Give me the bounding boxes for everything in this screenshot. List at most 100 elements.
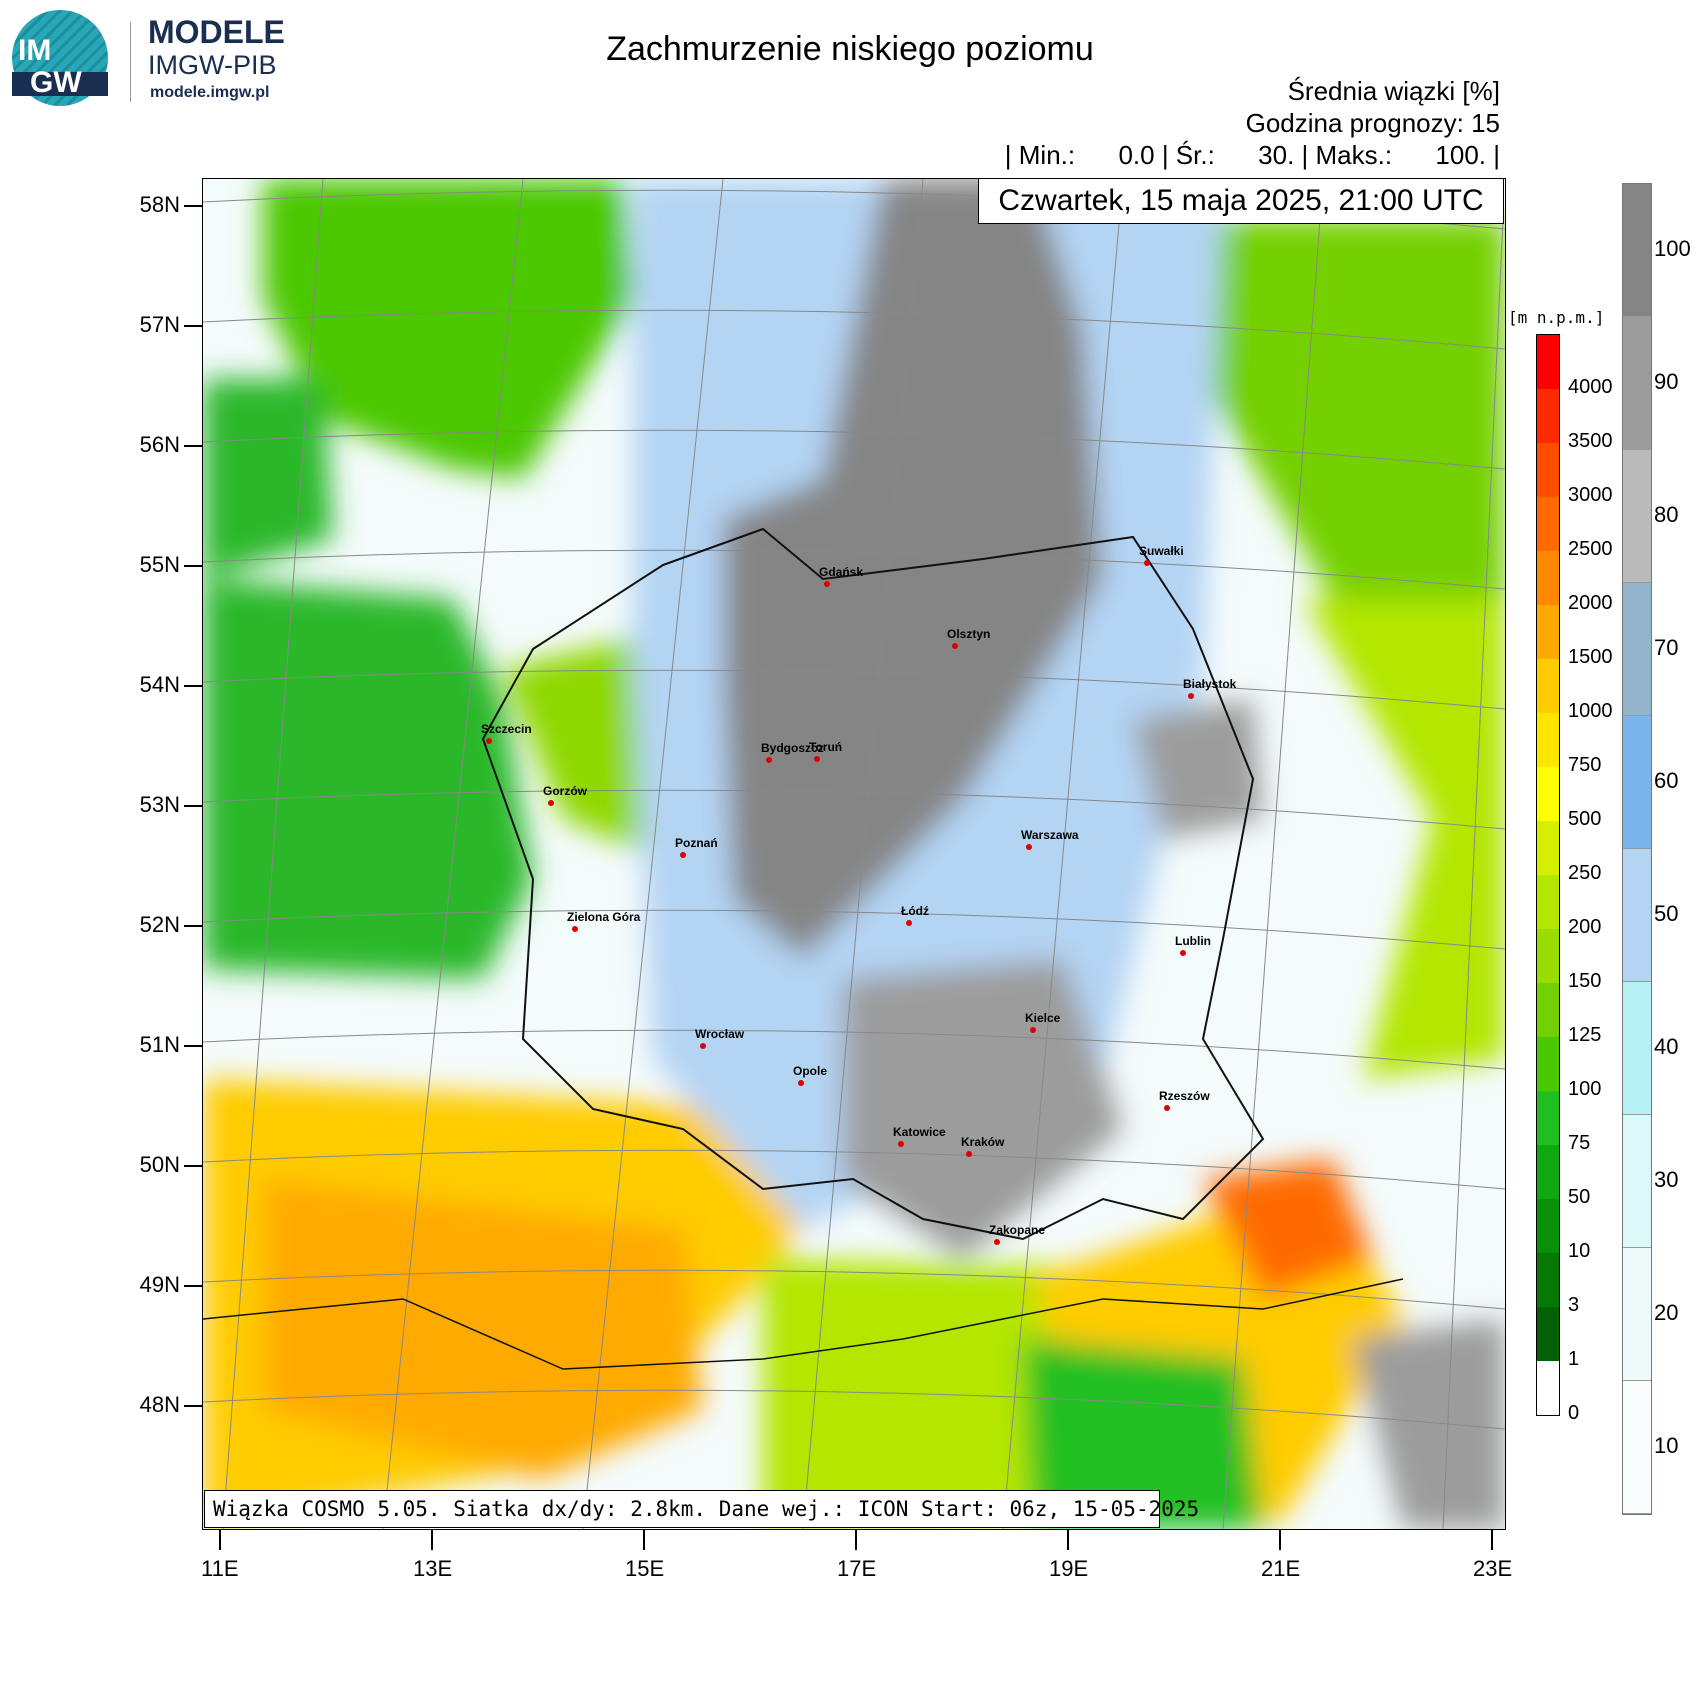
terrain-scale-label: 250 — [1568, 862, 1602, 884]
city-label: Olsztyn — [947, 627, 990, 641]
city-label: Zakopane — [989, 1223, 1045, 1237]
terrain-scale-label: 4000 — [1568, 376, 1613, 398]
cloud-scale-label: 30 — [1654, 1166, 1679, 1192]
terrain-colorbar — [1536, 334, 1560, 1416]
city-label: Poznań — [675, 836, 718, 850]
city-marker — [898, 1141, 904, 1147]
terrain-color-step — [1537, 389, 1559, 443]
forecast-map: Gdańsk Olsztyn Suwałki Białystok Szczecin Byd… — [202, 178, 1506, 1530]
cloud-color-step — [1623, 716, 1651, 849]
city-layer: Gdańsk Olsztyn Suwałki Białystok Szczecin Byd… — [481, 544, 1237, 1245]
city-marker — [766, 757, 772, 763]
city-label: Lublin — [1175, 934, 1211, 948]
terrain-scale-label: 150 — [1568, 970, 1602, 992]
cloud-color-step — [1623, 583, 1651, 716]
city-marker — [680, 852, 686, 858]
map-canvas: Gdańsk Olsztyn Suwałki Białystok Szczecin Byd… — [203, 179, 1505, 1529]
terrain-scale-label: 1500 — [1568, 646, 1613, 668]
terrain-scale-label: 100 — [1568, 1078, 1602, 1100]
latitude-label: 54N — [139, 672, 180, 697]
city-label: Wrocław — [695, 1027, 745, 1041]
brand-url[interactable]: modele.imgw.pl — [150, 84, 270, 101]
city-label: Bydgoszcz — [761, 741, 824, 755]
southern-border — [203, 1278, 1404, 1370]
longitude-tick — [1491, 1530, 1493, 1550]
latitude-tick — [184, 445, 202, 447]
longitude-label: 17E — [837, 1556, 877, 1581]
longitude-label: 13E — [413, 1556, 453, 1581]
latitude-label: 50N — [139, 1152, 180, 1177]
terrain-scale-label: 50 — [1568, 1186, 1591, 1208]
city-marker — [966, 1151, 972, 1157]
terrain-color-step — [1537, 1253, 1559, 1307]
longitude-label: 15E — [625, 1556, 665, 1581]
city-marker — [1180, 950, 1186, 956]
cloud-color-step — [1623, 849, 1651, 982]
terrain-color-step — [1537, 1307, 1559, 1361]
header-unit: Średnia wiązki [%] — [1287, 76, 1500, 106]
city-marker — [1144, 560, 1150, 566]
latitude-tick — [184, 1045, 202, 1047]
latitude-label: 56N — [139, 432, 180, 457]
logo-text-bottom: GW — [30, 66, 82, 99]
cloud-scale-label: 90 — [1654, 368, 1679, 394]
city-marker — [1188, 693, 1194, 699]
city-marker — [952, 643, 958, 649]
city-label: Rzeszów — [1159, 1089, 1210, 1103]
latitude-tick — [184, 685, 202, 687]
terrain-color-step — [1537, 335, 1559, 389]
longitude-label: 23E — [1473, 1556, 1513, 1581]
terrain-scale-label: 10 — [1568, 1240, 1591, 1262]
terrain-scale-label: 3500 — [1568, 430, 1613, 452]
cloud-scale-label: 80 — [1654, 501, 1679, 527]
latitude-label: 57N — [139, 312, 180, 337]
latitude-tick — [184, 1285, 202, 1287]
latitude-label: 48N — [139, 1392, 180, 1417]
logo-bar: GW — [12, 66, 108, 99]
cloud-scale-label: 10 — [1654, 1432, 1679, 1458]
brand-title: MODELE — [148, 14, 285, 50]
cloud-scale-label: 100 — [1654, 235, 1691, 261]
logo-text-top: IM — [18, 34, 52, 67]
page-title: Zachmurzenie niskiego poziomu — [606, 30, 1094, 68]
cloud-scale-label: 50 — [1654, 900, 1679, 926]
terrain-scale-label: 2500 — [1568, 538, 1613, 560]
city-marker — [572, 926, 578, 932]
cloud-color-step — [1623, 1115, 1651, 1248]
terrain-scale-label: 125 — [1568, 1024, 1602, 1046]
terrain-scale-label: 200 — [1568, 916, 1602, 938]
terrain-color-step — [1537, 605, 1559, 659]
city-marker — [1026, 844, 1032, 850]
cloud-colorbar — [1622, 183, 1652, 1515]
city-label: Białystok — [1183, 677, 1237, 691]
header-forecast-hour: Godzina prognozy: 15 — [1245, 108, 1500, 138]
terrain-color-step — [1537, 443, 1559, 497]
city-marker — [906, 920, 912, 926]
cloud-scale-label: 40 — [1654, 1033, 1679, 1059]
logo-separator — [130, 22, 131, 102]
cloud-color-step — [1623, 1381, 1651, 1514]
terrain-scale-label: 3 — [1568, 1294, 1580, 1316]
city-label: Opole — [793, 1064, 827, 1078]
city-label: Gdańsk — [819, 565, 863, 579]
cloud-color-step — [1623, 982, 1651, 1115]
longitude-label: 21E — [1261, 1556, 1301, 1581]
city-label: Łódź — [901, 904, 929, 918]
terrain-scale-label: 0 — [1568, 1402, 1580, 1424]
city-marker — [548, 800, 554, 806]
latitude-label: 49N — [139, 1272, 180, 1297]
city-marker — [1030, 1027, 1036, 1033]
terrain-color-step — [1537, 1091, 1559, 1145]
latitude-label: 58N — [139, 192, 180, 217]
terrain-color-step — [1537, 875, 1559, 929]
city-marker — [824, 581, 830, 587]
city-label: Gorzów — [543, 784, 588, 798]
terrain-scale-label: 500 — [1568, 808, 1602, 830]
cloud-color-step — [1623, 450, 1651, 583]
city-label: Katowice — [893, 1125, 946, 1139]
cloud-scale-label: 60 — [1654, 767, 1679, 793]
cloud-color-step — [1623, 184, 1651, 317]
latitude-label: 53N — [139, 792, 180, 817]
longitude-tick — [431, 1530, 433, 1550]
date-box: Czwartek, 15 maja 2025, 21:00 UTC — [978, 178, 1504, 224]
